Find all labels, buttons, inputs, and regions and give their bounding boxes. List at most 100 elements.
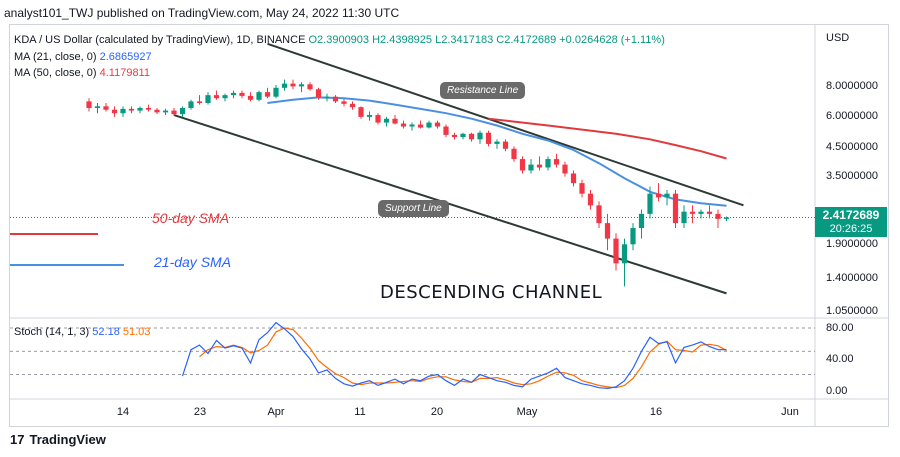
current-price: 2.4172689 [822,208,880,222]
candle-body [273,87,279,97]
candle-body [511,148,517,160]
sma21-annotation: 21-day SMA [154,254,232,270]
ma50-line [488,117,727,160]
trendline [267,42,744,207]
x-tick: 11 [354,406,366,418]
stoch-k-value: 52.18 [92,326,120,338]
x-tick: May [516,406,538,418]
tradingview-logo-icon: 17 [10,432,25,447]
candle-body [715,213,721,219]
current-price-tag: 2.4172689 20:26:25 [815,207,887,237]
candle-body [460,133,466,138]
candle-body [400,123,407,127]
candle-body [205,95,211,104]
candle-body [154,109,160,113]
x-tick: Jun [781,406,799,418]
y-tick: 1.4000000 [826,272,878,284]
stoch-d-value: 51.03 [122,326,151,338]
candle-body [264,92,271,97]
bar-countdown: 20:26:25 [829,223,873,235]
candle-body [545,159,551,168]
ma21-value: 2.6865927 [99,51,152,63]
candle-body [426,122,432,128]
y-tick: 8.0000000 [826,80,878,92]
candle-body [128,108,135,111]
candle-body [443,126,449,135]
candle-body [723,217,730,219]
symbol-label: KDA / US Dollar (calculated by TradingVi… [14,34,306,46]
candle-body [103,106,109,110]
x-tick: 16 [649,406,663,418]
candle-body [179,108,186,115]
candle-body [451,134,458,138]
stoch-d-line [199,327,727,389]
candle-body [655,193,662,198]
candle-body [681,211,687,224]
ma21-label: MA (21, close, 0) [14,51,97,63]
candle-body [698,211,704,214]
candle-body [502,141,509,149]
candle-body [536,164,543,168]
ma21-line [267,96,727,207]
candle-body [162,110,169,113]
candle-body [247,95,254,100]
candle-body [409,124,415,127]
legend-ma21: MA (21, close, 0) 2.6865927 [14,51,152,63]
candle-body [519,159,526,171]
candle-body [647,193,653,214]
stoch-tick: 80.00 [826,322,854,334]
y-tick: 4.5000000 [826,141,878,153]
y-tick: 1.9000000 [826,238,878,250]
candle-body [383,118,390,123]
candle-body [290,83,296,87]
candle-body [94,106,101,109]
candle-body [596,205,602,224]
candle-body [111,109,118,114]
candle-body [689,211,696,214]
candle-body [417,124,424,128]
candle-body [298,84,305,87]
candle-body [256,92,262,100]
resistance-line-label: Resistance Line [440,82,526,99]
legend-symbol: KDA / US Dollar (calculated by TradingVi… [14,34,665,46]
candle-body [188,101,194,109]
candle-body [392,118,398,124]
candle-body [86,101,92,109]
candle-body [621,244,628,264]
candle-body [145,108,152,110]
candle-body [341,101,347,104]
pattern-title: DESCENDING CHANNEL [380,282,603,303]
candle-body [315,89,322,98]
ma50-value: 4.1179811 [99,67,150,79]
y-tick: 6.0000000 [826,110,878,122]
candle-body [332,96,339,102]
x-tick: 20 [430,406,444,418]
candle-body [579,183,585,194]
ma50-label: MA (50, close, 0) [14,67,97,79]
candle-body [587,193,594,206]
y-tick: 1.0500000 [826,305,878,317]
x-tick: 14 [116,406,130,418]
candle-body [613,238,619,264]
candle-body [706,211,713,214]
candle-body [222,95,228,99]
stoch-k-line [181,321,727,390]
support-line-label: Support Line [378,200,449,217]
stoch-legend: Stoch (14, 1, 3) 52.18 51.03 [14,326,150,338]
candle-body [630,228,636,245]
stoch-tick: 40.00 [826,353,854,365]
candle-body [239,92,245,96]
candle-body [494,141,500,144]
candle-body [434,122,441,127]
candle-body [171,110,177,115]
candle-body [324,96,330,98]
candle-body [553,159,560,165]
candle-body [604,223,611,239]
brand-name: TradingView [29,432,106,447]
footer-brand: 17 TradingView [10,432,106,447]
candle-body [281,83,288,88]
candle-body [120,108,126,114]
chart-frame [9,24,889,427]
candle-body [137,108,143,111]
